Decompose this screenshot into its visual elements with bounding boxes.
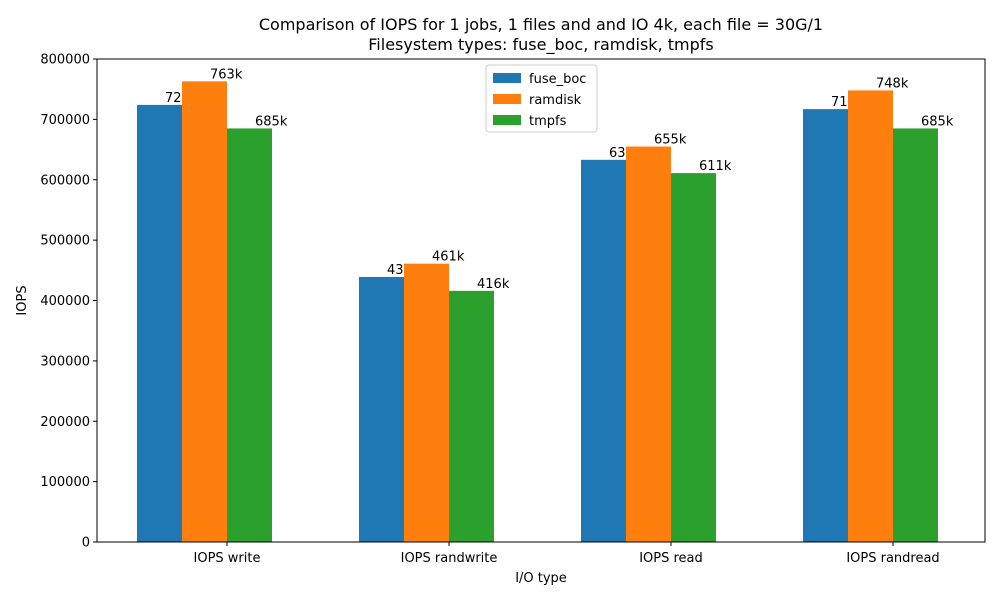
y-tick-label: 0 bbox=[82, 536, 90, 551]
y-tick-label: 400000 bbox=[40, 294, 90, 309]
legend-swatch-fuse_boc bbox=[493, 73, 521, 83]
x-tick-label: IOPS randwrite bbox=[401, 551, 498, 566]
bar-ramdisk-2 bbox=[626, 146, 671, 542]
bar-ramdisk-3 bbox=[848, 90, 893, 543]
bar-tmpfs-0 bbox=[227, 128, 272, 542]
bar-tmpfs-3 bbox=[893, 128, 938, 542]
data-label-tmpfs-2: 611k bbox=[699, 159, 732, 174]
data-label-ramdisk-0: 763k bbox=[210, 67, 243, 82]
data-label-tmpfs-0: 685k bbox=[255, 114, 288, 129]
legend-label-tmpfs: tmpfs bbox=[529, 114, 567, 129]
bar-fuse_boc-2 bbox=[581, 159, 626, 543]
y-tick-label: 700000 bbox=[40, 113, 90, 128]
x-tick-label: IOPS randread bbox=[846, 551, 939, 566]
x-tick-label: IOPS read bbox=[639, 551, 703, 566]
legend-label-ramdisk: ramdisk bbox=[529, 93, 582, 108]
x-axis-label: I/O type bbox=[515, 571, 567, 586]
bar-tmpfs-2 bbox=[671, 173, 716, 542]
x-tick-label: IOPS write bbox=[194, 551, 261, 566]
data-label-ramdisk-2: 655k bbox=[654, 133, 687, 148]
data-label-tmpfs-3: 685k bbox=[921, 114, 954, 129]
legend-label-fuse_boc: fuse_boc bbox=[529, 72, 586, 87]
chart-title-line1: Comparison of IOPS for 1 jobs, 1 files a… bbox=[259, 15, 823, 34]
y-tick-label: 100000 bbox=[40, 475, 90, 490]
bar-fuse_boc-1 bbox=[359, 276, 404, 542]
legend-swatch-ramdisk bbox=[493, 94, 521, 104]
y-axis-label: IOPS bbox=[15, 285, 30, 315]
bar-ramdisk-1 bbox=[404, 263, 449, 542]
plot-area: 724k439k633k717k763k461k655k748k685k416k… bbox=[40, 53, 986, 566]
bar-fuse_boc-0 bbox=[137, 104, 182, 542]
chart-title-line2: Filesystem types: fuse_boc, ramdisk, tmp… bbox=[368, 35, 713, 55]
bar-tmpfs-1 bbox=[449, 290, 494, 542]
y-tick-label: 300000 bbox=[40, 354, 90, 369]
data-label-ramdisk-3: 748k bbox=[876, 76, 909, 91]
legend-swatch-tmpfs bbox=[493, 115, 521, 125]
bar-ramdisk-0 bbox=[182, 81, 227, 543]
y-tick-label: 600000 bbox=[40, 173, 90, 188]
data-label-tmpfs-1: 416k bbox=[477, 277, 510, 292]
data-label-ramdisk-1: 461k bbox=[432, 250, 465, 265]
y-tick-label: 800000 bbox=[40, 53, 90, 68]
y-tick-label: 500000 bbox=[40, 234, 90, 249]
bar-fuse_boc-3 bbox=[803, 109, 848, 542]
y-tick-label: 200000 bbox=[40, 415, 90, 430]
